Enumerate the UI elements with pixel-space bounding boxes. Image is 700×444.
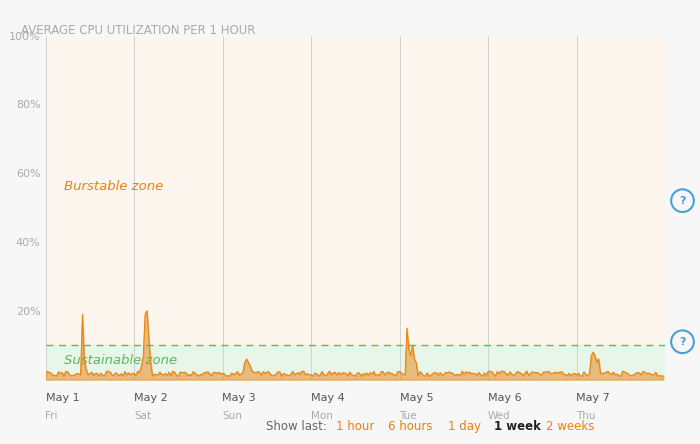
Text: 1 day: 1 day: [448, 420, 481, 433]
Text: 1 hour: 1 hour: [336, 420, 375, 433]
Text: May 3: May 3: [223, 393, 256, 403]
Text: May 1: May 1: [46, 393, 79, 403]
Text: May 2: May 2: [134, 393, 168, 403]
Text: Fri: Fri: [46, 411, 58, 421]
Text: May 4: May 4: [311, 393, 344, 403]
Text: 2 weeks: 2 weeks: [546, 420, 594, 433]
Text: Mon: Mon: [311, 411, 333, 421]
Text: Wed: Wed: [488, 411, 510, 421]
Text: Thu: Thu: [577, 411, 596, 421]
Text: ?: ?: [679, 196, 686, 206]
Text: Sat: Sat: [134, 411, 151, 421]
Text: 6 hours: 6 hours: [389, 420, 433, 433]
Bar: [46, 345, 665, 380]
Text: Show last:: Show last:: [266, 420, 327, 433]
Text: Tue: Tue: [400, 411, 417, 421]
Text: Sustainable zone: Sustainable zone: [64, 354, 177, 367]
Text: AVERAGE CPU UTILIZATION PER 1 HOUR: AVERAGE CPU UTILIZATION PER 1 HOUR: [21, 24, 255, 37]
Text: May 7: May 7: [577, 393, 610, 403]
Text: ?: ?: [679, 337, 686, 347]
Text: May 6: May 6: [488, 393, 522, 403]
Text: May 5: May 5: [400, 393, 433, 403]
Text: Sun: Sun: [223, 411, 242, 421]
Text: 1 week: 1 week: [494, 420, 540, 433]
Text: Burstable zone: Burstable zone: [64, 180, 163, 194]
